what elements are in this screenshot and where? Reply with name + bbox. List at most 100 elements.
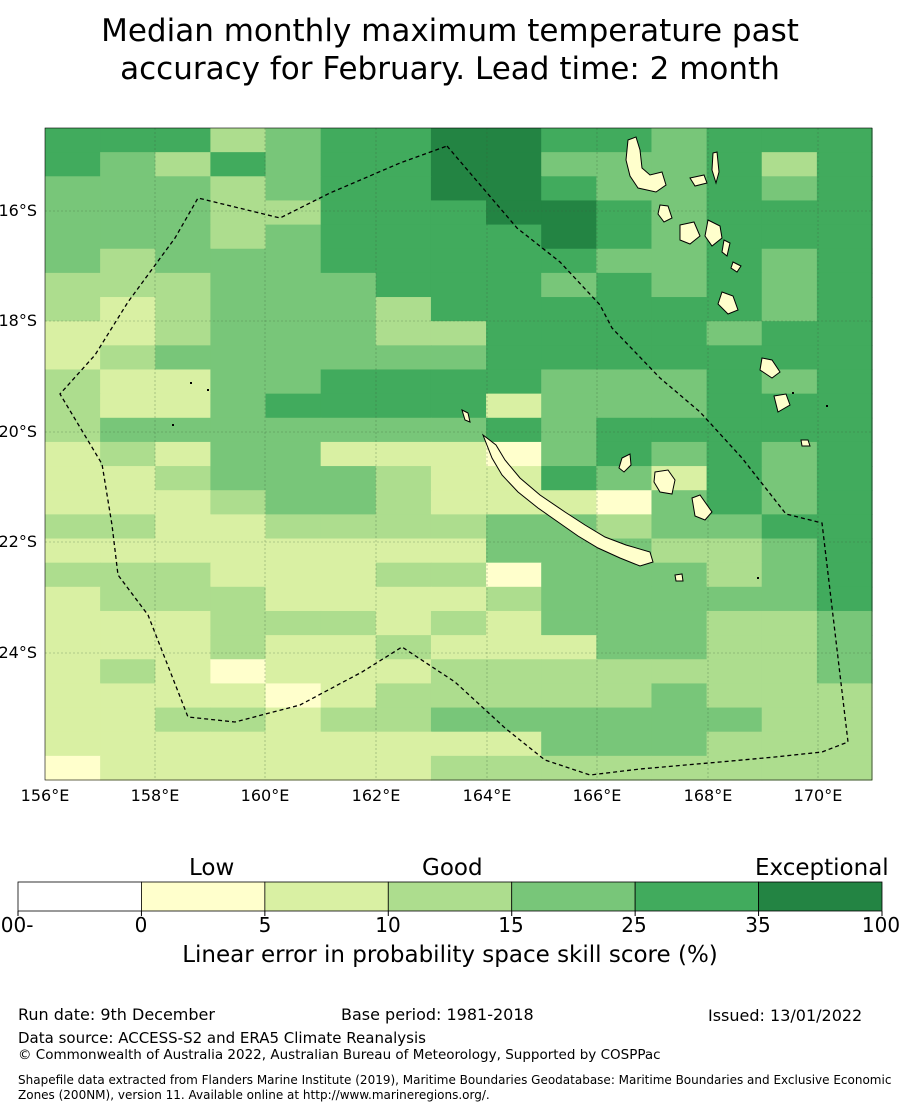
- grid-cell: [155, 345, 211, 371]
- grid-cell: [155, 731, 211, 757]
- grid-cell: [100, 586, 156, 612]
- grid-cell: [430, 707, 487, 733]
- grid-cell: [541, 659, 597, 685]
- grid-cell: [486, 610, 542, 636]
- grid-cell: [210, 248, 267, 274]
- grid-cell: [541, 321, 597, 346]
- grid-cell: [100, 755, 156, 781]
- lon-label-156e: 156°E: [20, 786, 70, 805]
- grid-cell: [816, 441, 873, 467]
- grid-cell: [320, 417, 377, 443]
- grid-cell: [320, 755, 377, 781]
- grid-cell: [45, 200, 101, 226]
- grid-cell: [706, 610, 763, 636]
- grid-cell: [100, 369, 156, 395]
- grid-cell: [100, 441, 156, 467]
- grid-cell: [816, 128, 873, 153]
- colorbar-segment: [511, 881, 636, 912]
- grid-cell: [375, 345, 432, 371]
- grid-cell: [45, 321, 101, 346]
- grid-cell: [155, 586, 211, 612]
- grid-cell: [320, 490, 377, 515]
- grid-cell: [430, 562, 487, 588]
- grid-cell: [816, 272, 873, 298]
- grid-cell: [100, 393, 156, 419]
- grid-cell: [706, 683, 763, 709]
- grid-cell: [761, 707, 818, 733]
- grid-cell: [486, 152, 542, 177]
- colorbar-segment: [264, 881, 389, 912]
- grid-cell: [375, 297, 432, 322]
- grid-cell: [375, 731, 432, 757]
- grid-cell: [155, 417, 211, 443]
- grid-cell: [45, 659, 101, 685]
- grid-cell: [430, 417, 487, 443]
- grid-cell: [596, 200, 653, 226]
- grid-cell: [651, 731, 708, 757]
- grid-cell: [596, 731, 653, 757]
- grid-cell: [265, 731, 322, 757]
- grid-cell: [541, 635, 597, 660]
- grid-cell: [486, 297, 542, 322]
- grid-cell: [816, 297, 873, 322]
- grid-cell: [541, 224, 597, 250]
- grid-cell: [45, 707, 101, 733]
- grid-cell: [596, 272, 653, 298]
- grid-cell: [45, 490, 101, 515]
- grid-cell: [320, 466, 377, 491]
- grid-cell: [430, 321, 487, 346]
- grid-cell: [816, 490, 873, 515]
- grid-cell: [816, 635, 873, 660]
- grid-cell: [651, 707, 708, 733]
- grid-cell: [430, 128, 487, 153]
- grid-cell: [320, 345, 377, 371]
- grid-cell: [45, 128, 101, 153]
- grid-cell: [541, 441, 597, 467]
- grid-cell: [375, 538, 432, 564]
- grid-cell: [155, 369, 211, 395]
- grid-cell: [706, 514, 763, 540]
- grid-cell: [320, 393, 377, 419]
- grid-cell: [265, 562, 322, 588]
- lon-label-158e: 158°E: [130, 786, 180, 805]
- run-date: Run date: 9th December: [18, 1005, 215, 1024]
- grid-cell: [155, 441, 211, 467]
- grid-cell: [45, 345, 101, 371]
- grid-cell: [100, 200, 156, 226]
- grid-cell: [761, 297, 818, 322]
- grid-cell: [210, 393, 267, 419]
- grid-cell: [816, 514, 873, 540]
- grid-cell: [375, 490, 432, 515]
- grid-cell: [486, 369, 542, 395]
- grid-cell: [375, 659, 432, 685]
- colorbar-tick-35: 35: [745, 913, 771, 937]
- grid-cell: [541, 297, 597, 322]
- grid-cell: [265, 514, 322, 540]
- grid-cell: [45, 152, 101, 177]
- grid-cell: [761, 321, 818, 346]
- colorbar-tick-10: 10: [375, 913, 401, 937]
- grid-cell: [320, 586, 377, 612]
- grid-cell: [596, 297, 653, 322]
- grid-cell: [45, 417, 101, 443]
- grid-cell: [816, 200, 873, 226]
- grid-cell: [430, 200, 487, 226]
- grid-cell: [265, 417, 322, 443]
- grid-cell: [210, 369, 267, 395]
- grid-cell: [761, 731, 818, 757]
- grid-cell: [596, 369, 653, 395]
- grid-cell: [541, 176, 597, 202]
- grid-cell: [651, 538, 708, 564]
- lon-label-160e: 160°E: [240, 786, 290, 805]
- colorbar-segment: [17, 881, 142, 912]
- data-source: Data source: ACCESS-S2 and ERA5 Climate …: [18, 1029, 426, 1047]
- colorbar-segment: [634, 881, 759, 912]
- grid-cell: [596, 683, 653, 709]
- grid-cell: [541, 369, 597, 395]
- map-title-line1: Median monthly maximum temperature past: [101, 13, 799, 49]
- grid-cell: [761, 635, 818, 660]
- grid-cell: [45, 297, 101, 322]
- grid-cell: [651, 369, 708, 395]
- grid-cell: [155, 659, 211, 685]
- grid-cell: [155, 707, 211, 733]
